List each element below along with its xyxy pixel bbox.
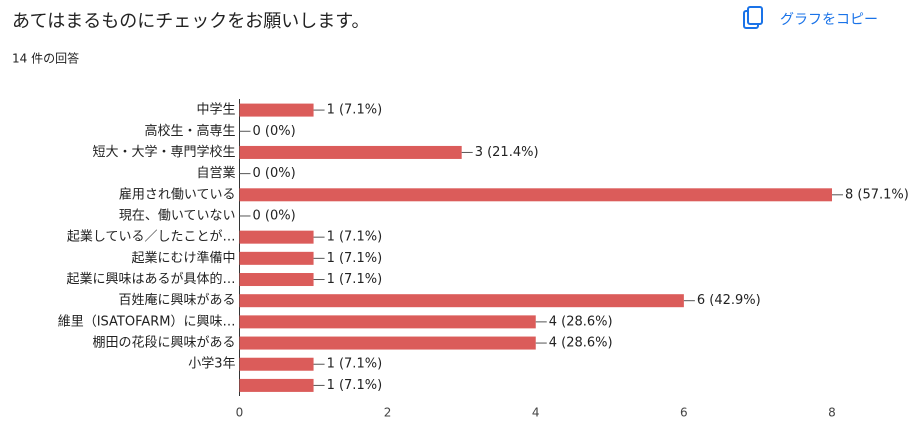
bar xyxy=(239,188,832,202)
value-label: 0 (0%) xyxy=(253,208,296,223)
y-tick-label: 小学3年 xyxy=(188,356,235,372)
bar xyxy=(239,336,536,350)
copy-icon xyxy=(747,6,763,25)
value-label: 1 (7.1%) xyxy=(327,357,383,372)
bar xyxy=(239,103,314,117)
bar xyxy=(239,273,314,287)
value-label: 1 (7.1%) xyxy=(327,230,383,245)
bar xyxy=(239,251,314,265)
y-tick-label: 雇用され働いている xyxy=(119,186,236,202)
value-label: 6 (42.9%) xyxy=(697,293,761,308)
value-label: 3 (21.4%) xyxy=(475,145,539,160)
bar xyxy=(239,145,462,159)
copy-label: グラフをコピー xyxy=(780,12,878,28)
value-label: 0 (0%) xyxy=(253,166,296,181)
x-tick-label: 8 xyxy=(828,406,836,420)
y-tick-label: 棚田の花段に興味がある xyxy=(92,335,235,351)
value-label: 1 (7.1%) xyxy=(327,103,383,118)
copy-button[interactable]: グラフをコピー xyxy=(743,6,878,29)
bar xyxy=(239,357,314,371)
y-tick-label: 起業にむけ準備中 xyxy=(131,250,235,266)
y-tick-label: 百姓庵に興味がある xyxy=(118,292,235,308)
x-tick-label: 4 xyxy=(532,406,540,420)
y-tick-label: 高校生・高専生 xyxy=(144,123,235,139)
value-label: 8 (57.1%) xyxy=(845,187,909,202)
x-tick-label: 6 xyxy=(680,406,688,420)
value-label: 4 (28.6%) xyxy=(549,336,613,351)
bar xyxy=(239,294,684,308)
x-tick-label: 0 xyxy=(236,406,244,420)
y-tick-label: 短大・大学・専門学校生 xyxy=(92,144,235,160)
value-label: 4 (28.6%) xyxy=(549,314,613,329)
value-label: 1 (7.1%) xyxy=(327,251,383,266)
value-label: 1 (7.1%) xyxy=(327,272,383,287)
value-label: 1 (7.1%) xyxy=(327,378,383,393)
x-tick-label: 2 xyxy=(384,406,392,420)
value-label: 0 (0%) xyxy=(253,124,296,139)
y-tick-label: 起業に興味はあるが具体的… xyxy=(66,271,235,287)
response-count: 14 件の回答 xyxy=(12,51,79,66)
bar xyxy=(239,378,314,392)
chart-title: あてはまるものにチェックをお願いします。 xyxy=(12,11,369,32)
bar xyxy=(239,230,314,244)
y-tick-label: 起業している／したことが… xyxy=(67,229,236,245)
y-tick-label: 自営業 xyxy=(196,165,235,181)
bar xyxy=(239,315,536,329)
y-tick-label: 中学生 xyxy=(196,102,235,118)
y-tick-label: 現在、働いていない xyxy=(119,208,236,223)
y-tick-label: 維里（ISATOFARM）に興味… xyxy=(58,314,236,329)
